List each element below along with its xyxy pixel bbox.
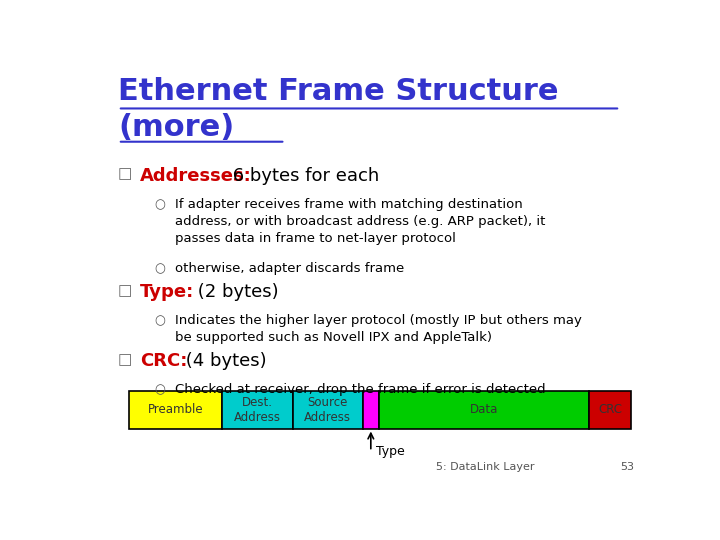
Text: Type: Type — [377, 445, 405, 458]
Text: Type:: Type: — [140, 283, 194, 301]
Text: Addresses:: Addresses: — [140, 167, 252, 185]
Text: Data: Data — [470, 403, 498, 416]
Text: (more): (more) — [118, 113, 234, 141]
Text: Checked at receiver, drop the frame if error is detected: Checked at receiver, drop the frame if e… — [176, 383, 546, 396]
Bar — [129, 391, 222, 429]
Text: (4 bytes): (4 bytes) — [181, 352, 267, 370]
Bar — [379, 391, 589, 429]
Text: □: □ — [118, 352, 132, 367]
Text: If adapter receives frame with matching destination
address, or with broadcast a: If adapter receives frame with matching … — [176, 198, 546, 245]
Text: 5: DataLink Layer: 5: DataLink Layer — [436, 462, 534, 472]
Text: Source
Address: Source Address — [304, 396, 351, 424]
Text: CRC: CRC — [598, 403, 622, 416]
Bar — [363, 391, 379, 429]
Text: (2 bytes): (2 bytes) — [192, 283, 278, 301]
Text: □: □ — [118, 167, 132, 181]
Text: 6 bytes for each: 6 bytes for each — [227, 167, 379, 185]
Bar — [292, 391, 363, 429]
Text: Dest.
Address: Dest. Address — [234, 396, 281, 424]
Text: ○: ○ — [154, 314, 165, 327]
Text: Indicates the higher layer protocol (mostly IP but others may
be supported such : Indicates the higher layer protocol (mos… — [176, 314, 582, 345]
Text: ○: ○ — [154, 198, 165, 211]
Text: ○: ○ — [154, 383, 165, 396]
Text: 53: 53 — [620, 462, 634, 472]
Text: ○: ○ — [154, 262, 165, 275]
Text: Preamble: Preamble — [148, 403, 204, 416]
Bar — [222, 391, 292, 429]
Text: Ethernet Frame Structure: Ethernet Frame Structure — [118, 77, 559, 106]
Bar — [589, 391, 631, 429]
Text: □: □ — [118, 283, 132, 298]
Text: CRC:: CRC: — [140, 352, 188, 370]
Text: otherwise, adapter discards frame: otherwise, adapter discards frame — [176, 262, 405, 275]
